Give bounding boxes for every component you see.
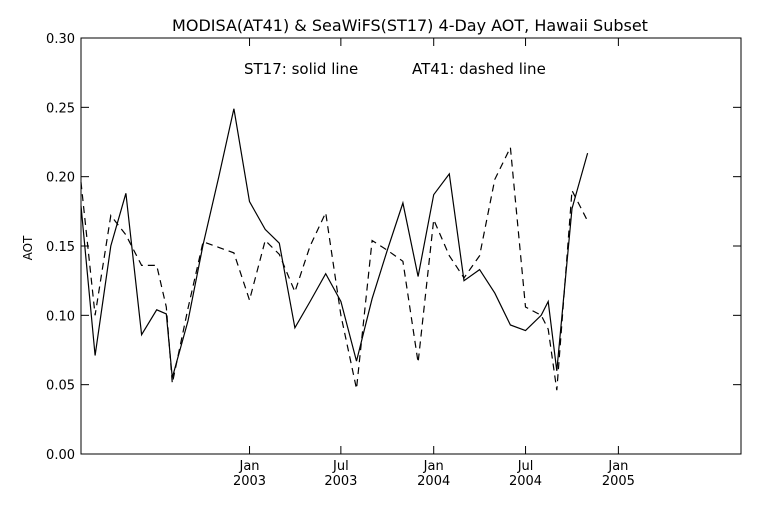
y-tick-label: 0.00 <box>46 448 75 463</box>
series-line-at41 <box>80 145 589 391</box>
x-tick-month-label: Jan <box>423 459 444 474</box>
y-tick-label: 0.05 <box>46 379 75 394</box>
y-tick-label: 0.20 <box>46 171 75 186</box>
x-tick-year-label: 2003 <box>324 474 357 489</box>
y-tick-label: 0.30 <box>46 32 75 47</box>
chart-title: MODISA(AT41) & SeaWiFS(ST17) 4-Day AOT, … <box>172 16 648 35</box>
y-tick-label: 0.25 <box>46 101 75 116</box>
y-tick-label: 0.10 <box>46 309 75 324</box>
series-line-st17 <box>80 108 589 378</box>
y-axis-label: AOT <box>21 235 35 260</box>
x-tick-month-label: Jul <box>517 459 534 474</box>
y-tick-label: 0.15 <box>46 240 75 255</box>
legend-dashed-note: AT41: dashed line <box>412 60 546 78</box>
x-tick-year-label: 2003 <box>233 474 266 489</box>
series-layer <box>80 108 589 391</box>
x-tick-month-label: Jan <box>607 459 628 474</box>
plot-frame <box>80 37 742 455</box>
x-tick-month-label: Jul <box>332 459 349 474</box>
axes-layer: 0.000.050.100.150.200.250.30Jan2003Jul20… <box>46 32 741 489</box>
x-tick-month-label: Jan <box>239 459 260 474</box>
x-tick-year-label: 2005 <box>602 474 635 489</box>
x-tick-year-label: 2004 <box>417 474 450 489</box>
x-tick-year-label: 2004 <box>509 474 542 489</box>
legend-solid-note: ST17: solid line <box>244 60 358 78</box>
